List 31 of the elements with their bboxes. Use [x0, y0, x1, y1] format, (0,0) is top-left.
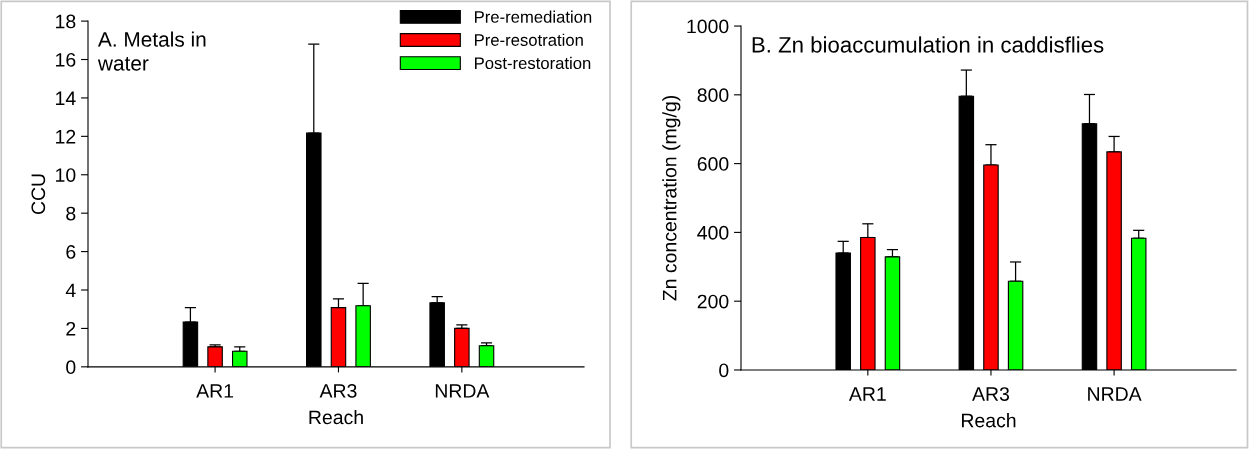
- y-axis-title: Zn concentration (mg/g): [662, 96, 681, 301]
- y-tick-label: 14: [56, 91, 76, 105]
- x-tick-label: AR1: [196, 384, 234, 398]
- y-tick-label: 8: [66, 206, 76, 221]
- legend-label: Pre-remediation: [475, 10, 592, 23]
- y-tick-label: 6: [66, 245, 76, 259]
- y-tick-label: 10: [56, 168, 76, 182]
- legend-label: Post-restoration: [475, 56, 591, 70]
- y-tick-label: 1000: [687, 19, 729, 34]
- x-axis-title: Reach: [961, 413, 1016, 428]
- y-tick-label: 4: [65, 283, 76, 298]
- legend-label: Pre-resotration: [475, 33, 583, 46]
- x-tick-label: NRDA: [1088, 387, 1142, 401]
- x-tick-label: AR1: [848, 387, 886, 401]
- x-tick-label: AR3: [972, 387, 1010, 401]
- y-tick-label: 800: [697, 88, 729, 103]
- y-tick-label: 0: [66, 360, 76, 375]
- chart-title: B. Zn bioaccumulation in caddisflies: [752, 36, 1104, 53]
- y-tick-label: 200: [697, 294, 729, 309]
- y-tick-label: 2: [66, 321, 76, 336]
- y-tick-label: 16: [56, 52, 76, 67]
- x-axis-title: Reach: [309, 409, 363, 425]
- x-tick-label: AR3: [319, 384, 357, 398]
- y-tick-label: 0: [719, 363, 729, 378]
- text: A. Metals in water: [97, 31, 206, 71]
- y-tick-label: 12: [56, 129, 76, 144]
- y-axis-title: CCU: [31, 174, 46, 215]
- x-tick-label: NRDA: [435, 384, 490, 398]
- y-tick-label: 18: [56, 14, 76, 29]
- y-tick-label: 600: [697, 157, 729, 171]
- y-tick-label: 400: [697, 225, 729, 240]
